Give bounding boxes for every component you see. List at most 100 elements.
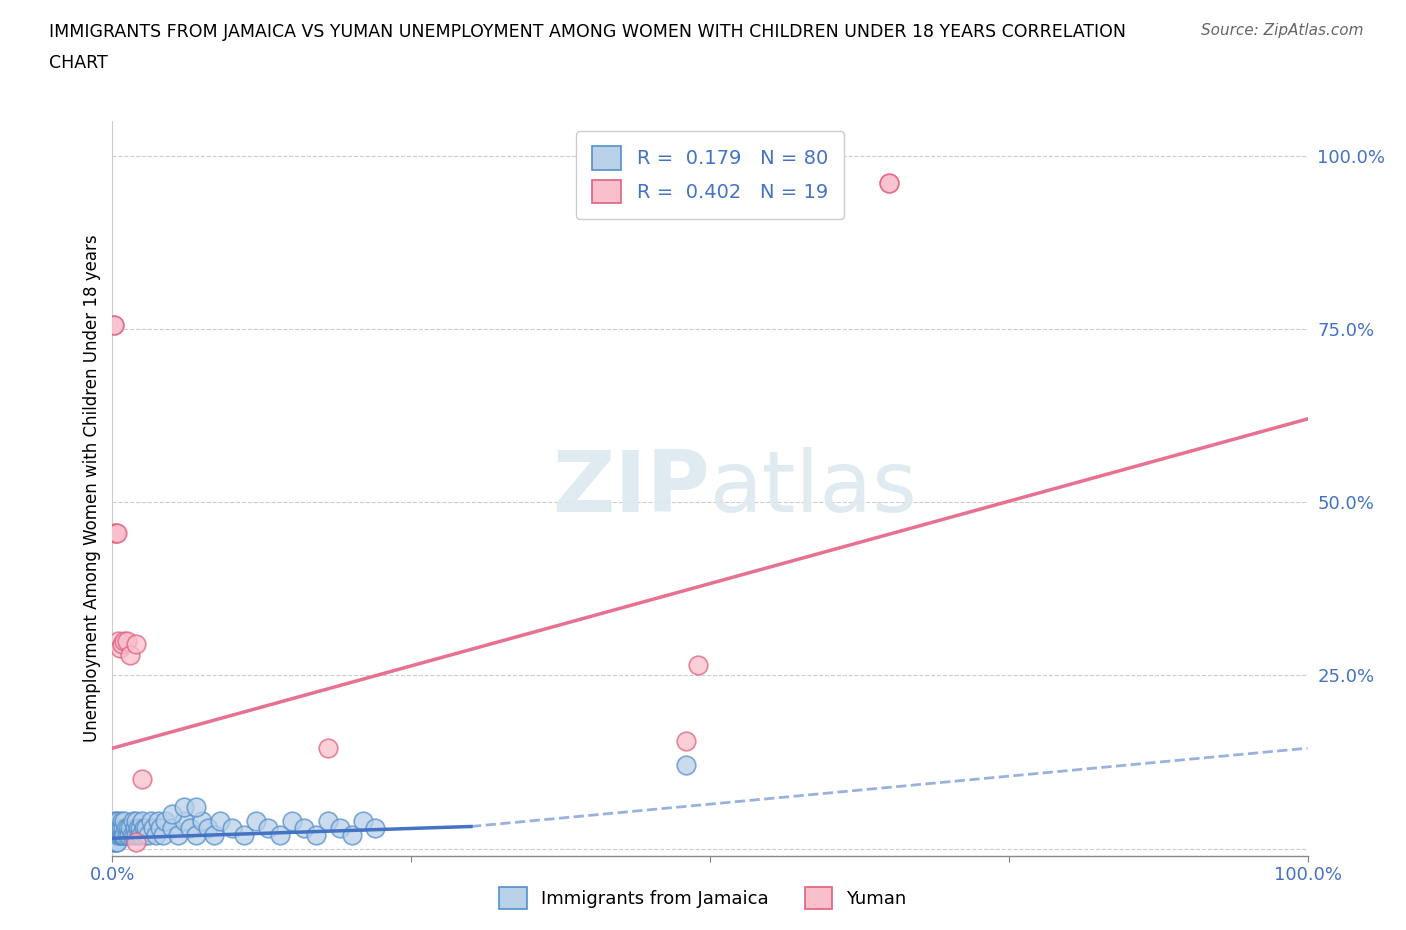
Point	[105, 820, 128, 835]
Point	[108, 820, 131, 835]
Point	[292, 820, 315, 835]
Point	[120, 647, 142, 662]
Point	[879, 176, 901, 191]
Point	[105, 525, 128, 540]
Point	[105, 828, 128, 843]
Point	[103, 318, 125, 333]
Point	[305, 828, 328, 843]
Text: CHART: CHART	[49, 54, 108, 72]
Point	[269, 828, 291, 843]
Point	[352, 814, 374, 829]
Point	[186, 828, 208, 843]
Point	[125, 814, 148, 829]
Point	[111, 814, 134, 829]
Point	[105, 834, 128, 849]
Point	[107, 828, 129, 843]
Point	[105, 834, 128, 849]
Point	[111, 828, 134, 843]
Point	[120, 820, 142, 835]
Point	[173, 800, 195, 815]
Text: Source: ZipAtlas.com: Source: ZipAtlas.com	[1201, 23, 1364, 38]
Point	[110, 828, 132, 843]
Point	[105, 525, 128, 540]
Point	[132, 820, 155, 835]
Point	[162, 806, 183, 821]
Point	[104, 814, 127, 829]
Point	[103, 820, 125, 835]
Point	[122, 828, 145, 843]
Point	[112, 820, 135, 835]
Point	[879, 176, 901, 191]
Point	[124, 820, 146, 835]
Point	[114, 828, 135, 843]
Point	[145, 828, 167, 843]
Point	[103, 834, 125, 849]
Point	[152, 828, 174, 843]
Point	[108, 640, 131, 655]
Point	[135, 820, 157, 835]
Point	[125, 834, 148, 849]
Point	[129, 820, 152, 835]
Point	[688, 658, 710, 672]
Text: IMMIGRANTS FROM JAMAICA VS YUMAN UNEMPLOYMENT AMONG WOMEN WITH CHILDREN UNDER 18: IMMIGRANTS FROM JAMAICA VS YUMAN UNEMPLO…	[49, 23, 1126, 41]
Point	[340, 828, 363, 843]
Point	[104, 828, 127, 843]
Point	[129, 828, 152, 843]
Point	[233, 828, 256, 843]
Point	[105, 814, 128, 829]
Point	[121, 814, 143, 829]
Point	[125, 637, 148, 652]
Point	[114, 820, 136, 835]
Point	[105, 828, 128, 843]
Point	[134, 828, 156, 843]
Point	[221, 820, 243, 835]
Point	[245, 814, 267, 829]
Legend: Immigrants from Jamaica, Yuman: Immigrants from Jamaica, Yuman	[492, 880, 914, 916]
Point	[162, 820, 183, 835]
Point	[115, 633, 138, 648]
Point	[110, 820, 132, 835]
Point	[118, 828, 141, 843]
Point	[209, 814, 232, 829]
Point	[197, 820, 219, 835]
Point	[125, 828, 148, 843]
Point	[127, 820, 149, 835]
Point	[104, 820, 127, 835]
Point	[115, 828, 138, 843]
Point	[364, 820, 387, 835]
Point	[104, 525, 127, 540]
Point	[111, 637, 134, 652]
Text: atlas: atlas	[710, 446, 918, 530]
Point	[114, 814, 135, 829]
Point	[675, 734, 697, 749]
Point	[675, 758, 697, 773]
Legend: R =  0.179   N = 80, R =  0.402   N = 19: R = 0.179 N = 80, R = 0.402 N = 19	[576, 130, 844, 219]
Point	[128, 828, 150, 843]
Text: ZIP: ZIP	[553, 446, 710, 530]
Y-axis label: Unemployment Among Women with Children Under 18 years: Unemployment Among Women with Children U…	[83, 234, 101, 742]
Point	[153, 814, 176, 829]
Point	[167, 828, 190, 843]
Point	[316, 814, 339, 829]
Point	[131, 772, 153, 787]
Point	[105, 820, 128, 835]
Point	[329, 820, 352, 835]
Point	[104, 834, 127, 849]
Point	[146, 814, 169, 829]
Point	[108, 828, 131, 843]
Point	[103, 318, 125, 333]
Point	[121, 828, 143, 843]
Point	[117, 820, 139, 835]
Point	[131, 814, 153, 829]
Point	[142, 820, 165, 835]
Point	[139, 814, 162, 829]
Point	[202, 828, 225, 843]
Point	[114, 633, 135, 648]
Point	[107, 633, 129, 648]
Point	[173, 814, 195, 829]
Point	[257, 820, 280, 835]
Point	[107, 820, 129, 835]
Point	[191, 814, 214, 829]
Point	[186, 800, 208, 815]
Point	[107, 814, 129, 829]
